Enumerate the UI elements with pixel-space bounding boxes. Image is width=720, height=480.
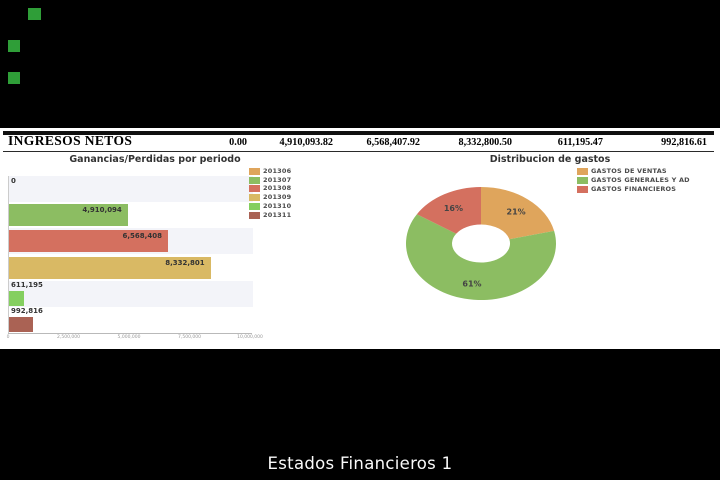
x-tick-0: 0 <box>6 335 10 340</box>
bar-201311 <box>9 316 34 332</box>
legend-swatch-201309 <box>249 194 260 202</box>
bar-row-201308: 6,568,408 <box>9 228 253 255</box>
pie-slice-label-2: 16% <box>444 204 463 213</box>
legend-label-201306: 201306 <box>263 167 292 175</box>
header-top-rule <box>3 131 714 135</box>
pie-slice-2 <box>416 187 481 234</box>
bar-value-label-201308: 6,568,408 <box>122 232 162 241</box>
legend-label-201307: 201307 <box>263 175 292 184</box>
income-row-label: INGRESOS NETOS <box>8 133 133 148</box>
header-bottom-rule <box>3 150 714 152</box>
pie-slice-0 <box>481 187 555 240</box>
legend-label-201310: 201310 <box>263 201 292 210</box>
decor-green-square-2 <box>8 40 20 52</box>
income-value-0: 0.00 <box>229 137 247 148</box>
decor-green-square-1 <box>28 8 41 20</box>
donut-legend-swatch-2 <box>577 186 588 193</box>
bar-value-label-201310: 611,195 <box>11 280 43 289</box>
donut-legend-label-2: GASTOS FINANCIEROS <box>591 185 677 193</box>
legend-swatch-201311 <box>249 211 260 219</box>
legend-label-201309: 201309 <box>263 193 292 202</box>
legend-swatch-201310 <box>249 202 260 210</box>
donut-legend-swatch-1 <box>577 177 588 184</box>
legend-label-201311: 201311 <box>263 210 292 219</box>
bar-row-201309: 8,332,801 <box>9 254 253 281</box>
bar-value-label-201311: 992,816 <box>11 306 43 315</box>
donut-legend-label-1: GASTOS GENERALES Y AD <box>591 176 690 184</box>
x-tick-4: 10,000,000 <box>237 335 263 340</box>
bar-value-label-201309: 8,332,801 <box>165 258 205 267</box>
bar-value-label-201307: 4,910,094 <box>82 206 122 215</box>
income-value-2: 6,568,407.92 <box>366 137 420 148</box>
donut-chart-title: Distribucion de gastos <box>489 154 611 165</box>
bar-201307 <box>9 204 128 227</box>
x-tick-2: 5,000,000 <box>117 335 141 340</box>
bar-row-201311: 992,816 <box>9 306 253 333</box>
bar-201309 <box>9 256 211 279</box>
bar-chart-title: Ganancias/Perdidas por periodo <box>69 154 241 165</box>
x-tick-3: 7,500,000 <box>178 335 201 340</box>
pie-slice-label-1: 61% <box>462 280 481 289</box>
x-tick-1: 2,500,000 <box>57 335 80 340</box>
legend-swatch-201307 <box>249 176 260 184</box>
donut-legend-swatch-0 <box>577 168 588 175</box>
pie-slice-label-0: 21% <box>507 208 526 217</box>
income-value-1: 4,910,093.82 <box>279 137 333 148</box>
bar-chart-plot-area: 0 4,910,094 6,568,408 8,332,801 611,195 992,8… <box>8 176 253 333</box>
legend-label-201308: 201308 <box>263 184 292 193</box>
legend-swatch-201308 <box>249 185 260 193</box>
bar-201308 <box>9 230 168 253</box>
decor-green-square-3 <box>8 72 20 84</box>
bar-201310 <box>9 290 24 306</box>
slide-caption: Estados Financieros 1 <box>267 454 453 473</box>
financial-report-panel: INGRESOS NETOS 0.00 4,910,093.82 6,568,407… <box>0 128 720 349</box>
donut-legend-label-0: GASTOS DE VENTAS <box>591 167 667 175</box>
bar-value-label-201306: 0 <box>11 177 16 185</box>
income-value-5: 992,816.61 <box>661 137 707 148</box>
legend-swatch-201306 <box>249 168 260 175</box>
income-value-3: 8,332,800.50 <box>458 137 512 148</box>
bar-row-201307: 4,910,094 <box>9 202 253 229</box>
income-value-4: 611,195.47 <box>557 137 603 148</box>
bar-row-201306: 0 <box>9 176 253 203</box>
bar-chart-x-axis <box>8 333 252 334</box>
donut-chart: 21% 61% 16% <box>405 187 556 301</box>
bar-row-201310: 611,195 <box>9 280 253 307</box>
pie-slice-1 <box>405 214 556 301</box>
